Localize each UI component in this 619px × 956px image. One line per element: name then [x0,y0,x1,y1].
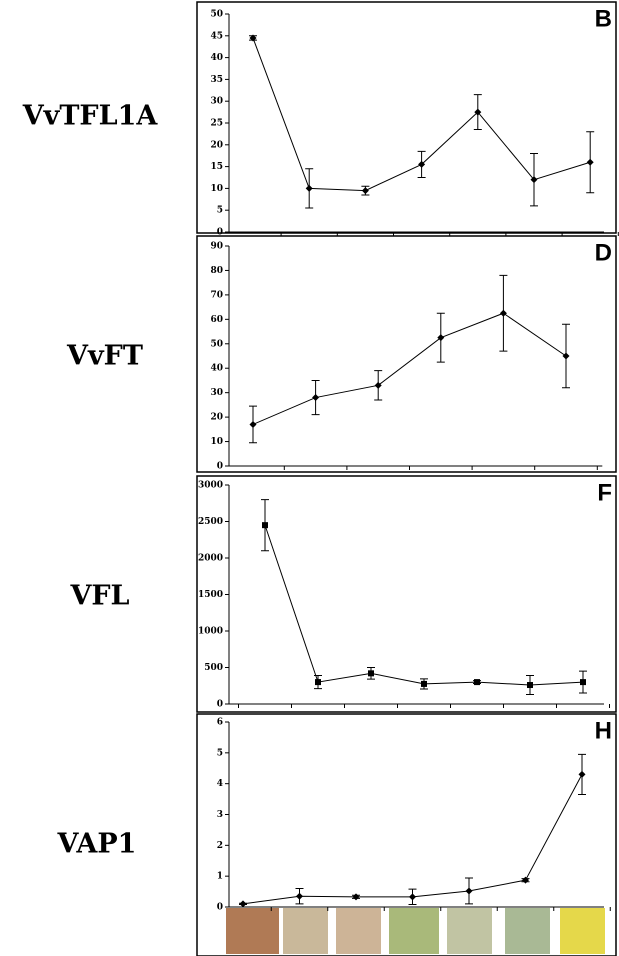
bud-images [226,908,605,954]
y-tick-label: 1500 [198,590,223,600]
y-tick-label: 0 [217,700,223,710]
panel-letter: B [595,5,612,32]
data-line [242,774,583,905]
marker [249,420,257,428]
y-tick-label: 4 [217,779,223,789]
y-tick-label: 15 [210,162,223,172]
y-tick-label: 2000 [198,554,223,564]
marker [421,680,427,687]
y-tick-label: 40 [210,364,223,374]
y-tick-label: 20 [210,413,223,423]
marker [374,381,382,389]
y-tick-label: 10 [210,184,223,194]
panel-letter: F [597,479,612,506]
bud-image [560,908,605,954]
gene-label: VvTFL1A [22,101,159,132]
bud-image [389,908,439,954]
marker [522,876,529,884]
y-tick-label: 3000 [198,481,223,491]
marker [465,887,473,895]
marker [409,893,416,901]
marker [578,770,586,778]
marker [418,160,426,168]
y-tick-label: 3 [217,810,223,820]
y-tick-label: 35 [210,75,223,85]
marker [368,670,374,677]
bud-image [336,908,381,954]
panel-letter: H [595,717,612,744]
y-tick-label: 500 [204,663,223,673]
y-tick-label: 2 [217,841,223,851]
marker [580,679,586,686]
y-tick-label: 50 [210,10,223,20]
panel-letter: D [595,239,612,266]
panel-frame [196,235,617,473]
panel-frame [196,475,617,713]
data-line [252,312,567,425]
y-tick-label: 0 [217,228,223,238]
y-tick-label: 70 [210,290,223,300]
bud-image [226,908,279,954]
y-tick-label: 30 [210,97,223,107]
marker [527,682,533,689]
y-tick-label: 0 [217,903,223,913]
y-tick-label: 5 [217,748,223,758]
marker [474,108,482,116]
marker [296,892,303,900]
marker [239,900,247,908]
y-tick-label: 60 [210,315,223,325]
y-tick-label: 30 [210,388,223,398]
marker [352,893,360,901]
bud-image [283,908,328,954]
y-tick-label: 20 [210,140,223,150]
marker [312,394,320,402]
y-tick-label: 1000 [198,627,223,637]
marker [361,187,369,195]
y-tick-label: 40 [210,53,223,63]
marker [530,176,538,184]
bud-image [505,908,550,954]
panel-frame [196,713,617,956]
panel-frame [196,1,617,234]
bud-image [447,908,492,954]
marker [437,334,445,342]
marker [499,309,507,317]
data-line [264,524,584,686]
y-tick-label: 2500 [198,517,223,527]
y-tick-label: 25 [210,119,223,129]
marker [586,158,594,166]
y-tick-label: 45 [210,31,223,41]
y-tick-label: 0 [217,462,223,472]
y-tick-label: 80 [210,266,223,276]
marker [474,679,480,686]
y-tick-label: 6 [217,718,223,728]
gene-label: VFL [69,581,129,612]
gene-label: VAP1 [57,829,137,860]
y-tick-label: 10 [210,437,223,447]
y-tick-label: 90 [210,242,223,252]
y-tick-label: 5 [217,206,223,216]
marker [315,679,321,686]
y-tick-label: 1 [217,872,223,882]
y-tick-label: 50 [210,339,223,349]
marker [305,184,313,192]
marker [562,352,570,360]
marker [262,522,268,529]
marker [249,34,257,42]
gene-label: VvFT [66,341,143,372]
